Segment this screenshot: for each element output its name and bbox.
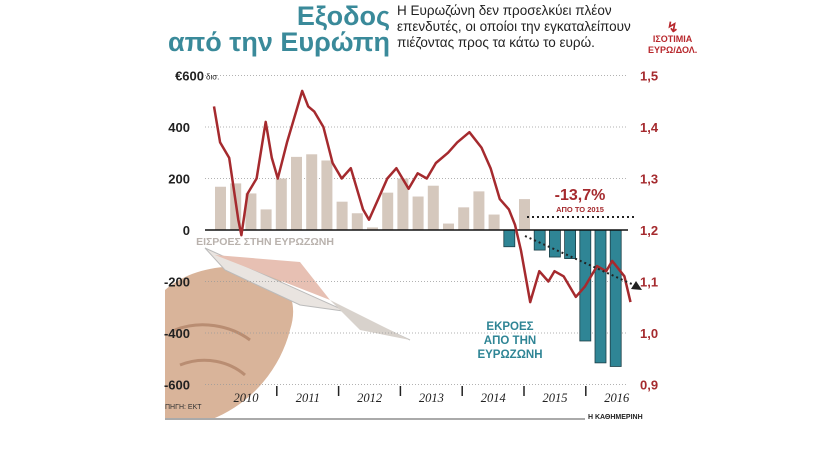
inflow-bar — [306, 154, 318, 230]
inflow-bar — [519, 199, 530, 230]
x-tick-label: 2011 — [296, 391, 320, 405]
right-tick-label: 1,1 — [640, 275, 658, 290]
outflow-label-2: ΑΠΟ ΤΗΝ — [484, 335, 536, 347]
right-tick-label: 1,3 — [640, 172, 658, 187]
right-tick-label: 1,2 — [640, 223, 658, 238]
inflow-bar — [443, 223, 454, 230]
outflow-bar — [594, 229, 607, 364]
fx-legend: ↯ ΙΣΟΤΙΜΙΑ ΕΥΡΩ/ΔΟΛ. — [648, 20, 697, 56]
left-tick-label: -400 — [164, 326, 190, 341]
left-axis-unit: δισ. — [206, 73, 219, 82]
inflow-bar — [382, 192, 394, 230]
right-tick-label: 1,0 — [640, 326, 658, 341]
inflow-bar — [351, 213, 363, 230]
inflow-bar — [458, 207, 470, 230]
inflow-bar — [215, 186, 226, 230]
left-tick-label: €600 — [175, 69, 204, 84]
hand-paper-plane-photo — [165, 247, 411, 420]
subtitle: Η Ευρωζώνη δεν προσελκύει πλέον επενδυτέ… — [397, 3, 631, 50]
x-tick-label: 2010 — [234, 391, 260, 405]
source-note: ΠΗΓΗ: ΕΚΤ — [165, 404, 202, 411]
outflow-label-3: ΕΥΡΩΖΩΝΗ — [477, 349, 542, 361]
x-tick-label: 2012 — [357, 391, 382, 405]
left-tick-label: 0 — [183, 223, 190, 238]
fx-label-1: ΙΣΟΤΙΜΙΑ — [652, 34, 693, 44]
left-tick-label: 200 — [168, 172, 190, 187]
right-tick-label: 0,9 — [640, 378, 658, 393]
fx-label-2: ΕΥΡΩ/ΔΟΛ. — [648, 45, 698, 55]
left-tick-label: 400 — [168, 120, 190, 135]
change-annotation-sub: ΑΠΟ ΤΟ 2015 — [556, 205, 604, 214]
left-tick-label: -600 — [164, 378, 190, 393]
inflow-bar — [473, 191, 485, 230]
trend-arrow-head — [631, 281, 642, 290]
zigzag-arrow-icon: ↯ — [666, 19, 679, 35]
inflow-label: ΕΙΣΡΟΕΣ ΣΤΗΝ ΕΥΡΩΖΩΝΗ — [196, 236, 334, 248]
outflow-bar — [503, 229, 516, 248]
x-tick-label: 2013 — [419, 391, 444, 405]
inflow-bar — [427, 185, 439, 230]
inflow-bar — [245, 193, 257, 230]
x-tick-label: 2015 — [543, 391, 568, 405]
inflow-bar — [321, 160, 333, 230]
inflow-bar — [291, 156, 302, 230]
x-tick-label: 2014 — [481, 391, 506, 405]
right-tick-label: 1,4 — [640, 120, 659, 135]
outflow-bar — [549, 229, 561, 258]
inflow-bar — [488, 214, 500, 230]
x-tick-label: 2016 — [604, 391, 630, 405]
inflow-bar — [275, 178, 287, 230]
eurusd-line — [212, 89, 632, 304]
inflow-bar — [412, 196, 424, 230]
title-line-1: Εξοδος — [296, 1, 390, 31]
brand-credit: Η ΚΑΘΗΜΕΡΙΝΗ — [588, 414, 643, 421]
change-annotation: -13,7% — [555, 187, 606, 204]
outflow-label-1: ΕΚΡΟΕΣ — [486, 321, 533, 333]
left-tick-label: -200 — [164, 275, 190, 290]
outflow-bar — [609, 229, 622, 367]
inflow-bar — [367, 227, 378, 230]
inflow-bar — [336, 201, 348, 230]
inflow-bar — [260, 209, 272, 230]
right-tick-label: 1,5 — [640, 69, 658, 84]
inflow-bar — [397, 178, 409, 230]
title-line-2: από την Ευρώπη — [168, 27, 390, 57]
